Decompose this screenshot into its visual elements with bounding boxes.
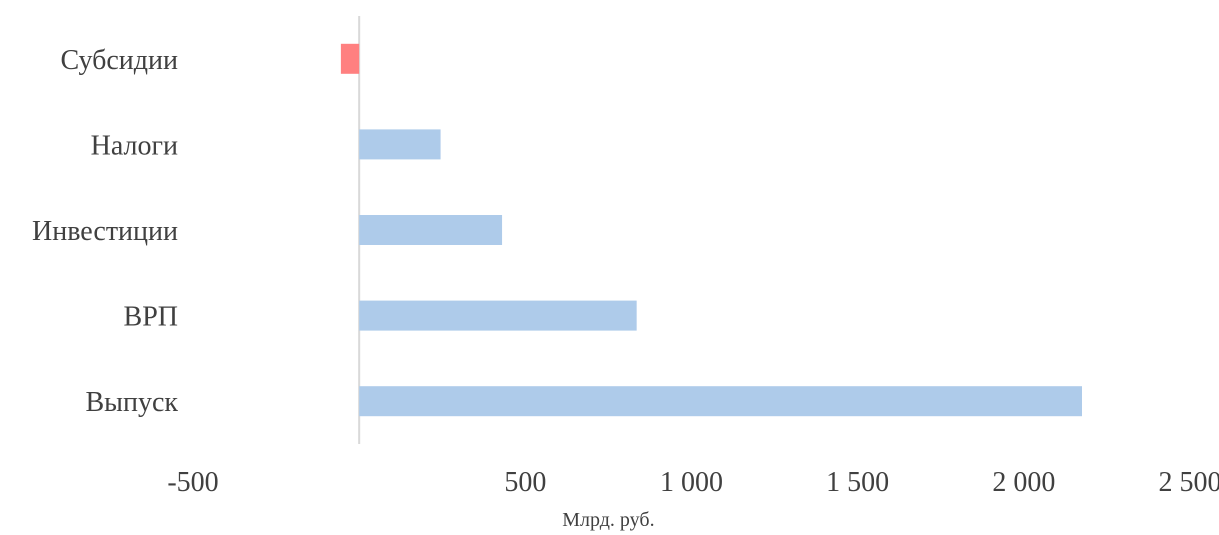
bar-0 [340, 43, 360, 74]
bar-2 [359, 215, 503, 245]
x-axis-title: Млрд. руб. [562, 509, 654, 531]
category-label: Выпуск [85, 387, 178, 418]
category-label: ВРП [124, 302, 178, 333]
bar-1 [359, 129, 441, 160]
x-tick-label: -500 [167, 467, 218, 498]
x-tick-label: 2 500 [1159, 467, 1219, 498]
bar-3 [359, 300, 637, 331]
x-tick-label: 1 000 [660, 467, 723, 498]
bars-group [340, 43, 1082, 417]
category-label: Инвестиции [32, 216, 178, 247]
category-labels: Субсидии Налоги Инвестиции ВРП Выпуск [32, 45, 178, 418]
bar-4 [359, 386, 1082, 417]
x-tick-label: 2 000 [992, 467, 1055, 498]
x-tick-label: 500 [504, 467, 546, 498]
category-label: Субсидии [61, 45, 178, 76]
x-tick-labels: -500 500 1 000 1 500 2 000 2 500 [167, 467, 1219, 498]
x-tick-label: 1 500 [826, 467, 889, 498]
category-label: Налоги [91, 130, 178, 161]
